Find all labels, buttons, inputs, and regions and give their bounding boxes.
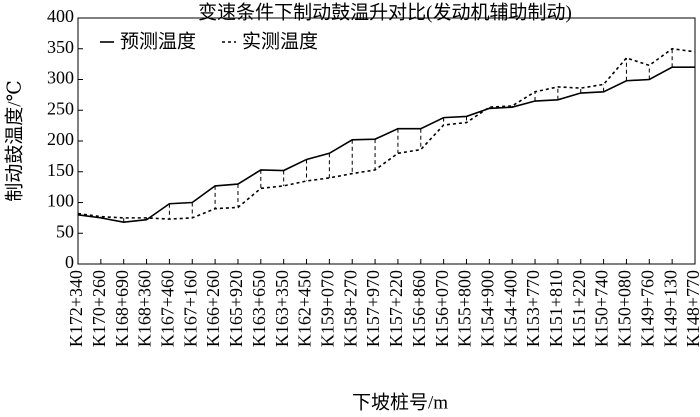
x-tick-label: K157+220 [386, 270, 406, 347]
y-tick-label: 50 [56, 221, 74, 241]
x-tick-label: K154+900 [477, 270, 497, 347]
x-tick-label: K151+220 [569, 270, 589, 347]
series-line [77, 47, 696, 220]
x-tick-label: K168+360 [135, 270, 155, 347]
x-tick-label: K163+350 [272, 270, 292, 347]
x-tick-label: K154+400 [500, 270, 520, 347]
x-tick-label: K150+740 [592, 270, 612, 347]
x-tick-label: K162+450 [295, 270, 315, 347]
x-tick-label: K158+270 [340, 270, 360, 347]
x-tick-label: K151+810 [546, 270, 566, 347]
chart-title: 变速条件下制动鼓温升对比(发动机辅助制动) [198, 1, 572, 23]
y-tick-label: 350 [47, 37, 74, 57]
series-line [77, 66, 695, 223]
x-tick-label: K149+760 [637, 270, 657, 347]
x-tick-label: K156+070 [432, 270, 452, 347]
x-tick-label: K153+770 [523, 270, 543, 347]
x-tick-label: K167+460 [158, 270, 178, 347]
x-axis-label: 下坡桩号/m [352, 391, 448, 413]
x-tick-label: K165+920 [226, 270, 246, 347]
x-tick-label: K149+130 [660, 270, 680, 347]
x-tick-label: K159+070 [317, 270, 337, 347]
plot-frame [77, 17, 696, 265]
x-tick-label: K156+860 [409, 270, 429, 347]
x-tick-label: K150+080 [615, 270, 635, 347]
x-tick-label: K163+650 [249, 270, 269, 347]
x-tick-label: K167+160 [180, 270, 200, 347]
x-tick-label: K155+800 [455, 270, 475, 347]
y-tick-label: 0 [65, 252, 74, 272]
x-tick-label: K168+690 [112, 270, 132, 347]
legend-label: 预测温度 [120, 30, 196, 52]
y-tick-label: 100 [47, 191, 74, 211]
x-tick-label: K170+260 [89, 270, 109, 347]
legend-label: 实测温度 [242, 30, 318, 52]
y-axis-label: 制动鼓温度/℃ [3, 80, 25, 202]
y-tick-label: 250 [47, 98, 74, 118]
y-tick-label: 400 [47, 6, 74, 26]
x-tick-label: K148+770 [683, 270, 700, 347]
x-tick-label: K166+260 [203, 270, 223, 347]
y-tick-label: 150 [47, 160, 74, 180]
y-tick-label: 200 [47, 129, 74, 149]
x-tick-label: K172+340 [66, 270, 86, 347]
x-tick-label: K157+970 [363, 270, 383, 347]
y-tick-label: 300 [47, 68, 74, 88]
